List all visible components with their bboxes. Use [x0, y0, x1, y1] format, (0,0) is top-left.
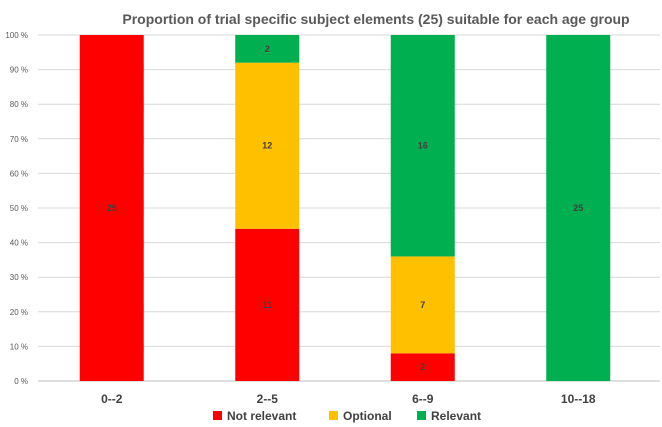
- bar-segment: [235, 62, 300, 229]
- x-axis-category-labels: 0--2 2--5 6--9 10--18: [101, 392, 596, 406]
- x-category-label: 0--2: [101, 392, 123, 406]
- y-tick-label: 50 %: [10, 204, 28, 213]
- y-tick-label: 70 %: [10, 135, 28, 144]
- y-tick-label: 60 %: [10, 169, 28, 178]
- bars: [79, 35, 611, 381]
- bar-segment: [79, 35, 144, 381]
- data-labels: 25 11 12 2 2 7 16 25: [107, 44, 584, 372]
- data-label: 16: [418, 141, 428, 151]
- data-label: 7: [420, 300, 425, 310]
- bar-segment: [390, 35, 455, 257]
- x-category-label: 10--18: [561, 392, 596, 406]
- y-tick-label: 0 %: [14, 377, 28, 386]
- y-tick-label: 100 %: [5, 31, 28, 40]
- y-axis-tick-labels: 0 % 10 % 20 % 30 % 40 % 50 % 60 % 70 % 80 % 90 % 1…: [5, 31, 28, 386]
- data-label: 2: [420, 362, 425, 372]
- legend-label: Not relevant: [227, 409, 296, 423]
- legend-label: Relevant: [431, 409, 481, 423]
- data-label: 12: [262, 141, 272, 151]
- x-category-label: 6--9: [412, 392, 434, 406]
- y-tick-label: 30 %: [10, 273, 28, 282]
- legend: Not relevant Optional Relevant: [213, 409, 481, 423]
- bar-segment: [235, 35, 300, 63]
- data-label: 2: [265, 44, 270, 54]
- chart-title: Proportion of trial specific subject ele…: [122, 11, 629, 27]
- y-tick-label: 20 %: [10, 308, 28, 317]
- legend-label: Optional: [343, 409, 392, 423]
- data-label: 25: [573, 203, 583, 213]
- bar-segment: [235, 228, 300, 381]
- data-label: 25: [107, 203, 117, 213]
- y-tick-label: 10 %: [10, 342, 28, 351]
- legend-swatch: [417, 411, 426, 420]
- legend-swatch: [213, 411, 222, 420]
- bar-segment: [390, 353, 455, 381]
- data-label: 11: [262, 300, 272, 310]
- bar-segment: [390, 256, 455, 354]
- y-tick-label: 80 %: [10, 100, 28, 109]
- bar-segment: [546, 35, 611, 381]
- x-category-label: 2--5: [257, 392, 279, 406]
- y-tick-label: 40 %: [10, 239, 28, 248]
- legend-swatch: [329, 411, 338, 420]
- y-tick-label: 90 %: [10, 66, 28, 75]
